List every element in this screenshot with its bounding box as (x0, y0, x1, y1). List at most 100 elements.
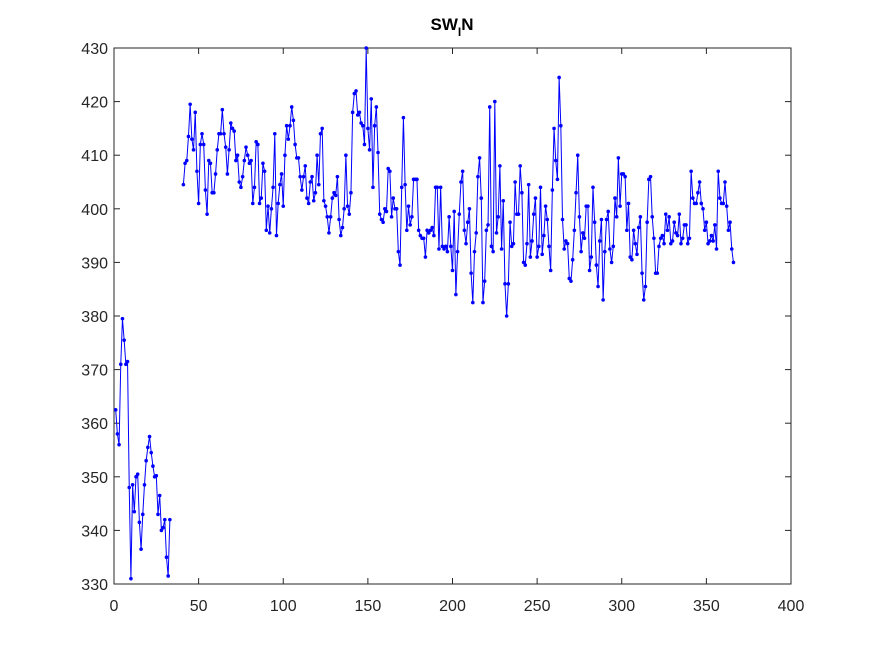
data-point (298, 174, 302, 179)
data-point (350, 110, 355, 115)
data-point (215, 148, 220, 152)
data-point (257, 201, 262, 206)
data-point (724, 204, 729, 208)
data-point (479, 196, 484, 200)
data-point (506, 282, 511, 286)
data-point (262, 169, 267, 174)
data-point (276, 201, 280, 206)
data-point (440, 244, 445, 249)
data-point (416, 228, 421, 233)
data-point (467, 207, 472, 211)
data-point (530, 239, 534, 243)
x-tick-label: 400 (778, 598, 805, 615)
data-point (237, 180, 242, 184)
y-tick-label: 330 (81, 577, 108, 594)
data-point (183, 161, 187, 166)
data-point (702, 228, 707, 233)
data-point (159, 528, 164, 533)
data-point (521, 260, 526, 265)
data-point (391, 196, 396, 200)
data-point (388, 169, 392, 174)
data-point (289, 105, 294, 109)
data-point (386, 166, 390, 171)
data-point (345, 204, 350, 208)
data-point (360, 123, 365, 128)
data-point (476, 174, 480, 179)
data-point (323, 204, 328, 208)
data-point (398, 263, 402, 267)
data-point (560, 217, 565, 222)
data-point (729, 247, 734, 251)
data-point (520, 190, 524, 195)
x-tick-label: 50 (190, 598, 208, 615)
data-point (230, 126, 235, 131)
data-point (542, 233, 546, 238)
data-point (459, 180, 463, 184)
data-point (242, 158, 247, 163)
data-point (570, 257, 575, 262)
data-point (606, 209, 611, 214)
data-point (731, 260, 736, 265)
data-point (203, 188, 208, 192)
data-point (418, 233, 423, 238)
data-point (344, 153, 348, 157)
data-point (559, 123, 563, 128)
data-point (313, 190, 318, 195)
data-point (526, 182, 531, 187)
y-tick-label: 410 (81, 148, 108, 165)
data-point (140, 512, 145, 517)
data-point (288, 123, 292, 128)
data-point (498, 164, 502, 168)
data-point (548, 268, 553, 273)
data-point (254, 140, 258, 144)
data-point (222, 131, 226, 136)
data-point (271, 185, 275, 190)
data-point (134, 475, 138, 479)
data-point (503, 282, 507, 286)
data-point (256, 142, 260, 147)
data-point (272, 131, 277, 136)
data-point (707, 239, 712, 243)
data-point (455, 249, 460, 254)
data-point (442, 247, 446, 251)
data-point (333, 193, 338, 198)
data-point (701, 207, 705, 211)
data-point (482, 279, 487, 283)
data-point (218, 131, 223, 136)
data-point (614, 215, 619, 219)
data-point (427, 231, 431, 235)
data-point (340, 225, 345, 230)
data-point (569, 279, 573, 283)
data-point (316, 182, 321, 187)
data-point (613, 196, 617, 200)
data-point (430, 225, 434, 230)
data-point (680, 236, 685, 241)
data-point (374, 105, 379, 109)
y-tick-label: 380 (81, 309, 108, 326)
data-point (545, 217, 550, 222)
data-point (648, 174, 653, 179)
data-point (669, 241, 673, 246)
data-point (281, 204, 286, 208)
data-point (643, 284, 648, 289)
data-point (518, 164, 522, 168)
data-point (213, 172, 218, 176)
data-point (220, 107, 225, 112)
data-point (306, 201, 311, 206)
data-point (232, 129, 236, 133)
data-point (694, 201, 699, 206)
data-point (364, 46, 368, 50)
data-point (621, 172, 626, 176)
data-point (687, 236, 692, 241)
data-point (625, 228, 629, 233)
data-point (504, 314, 509, 318)
data-point (330, 196, 335, 200)
data-point (657, 244, 661, 249)
data-point (188, 102, 192, 107)
data-point (352, 91, 357, 96)
y-tick-label: 340 (81, 523, 108, 540)
data-point (428, 228, 433, 233)
data-point (225, 172, 230, 176)
data-point (247, 161, 252, 166)
data-point (601, 298, 605, 302)
